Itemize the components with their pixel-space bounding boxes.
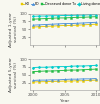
Legend: HD, PD, Deceased donor Tx, Living donor Tx: HD, PD, Deceased donor Tx, Living donor …	[20, 2, 100, 7]
Y-axis label: Adjusted 5-year
survival (%): Adjusted 5-year survival (%)	[9, 57, 18, 92]
Y-axis label: Adjusted 1-year
survival (%): Adjusted 1-year survival (%)	[9, 12, 18, 47]
X-axis label: Year: Year	[60, 99, 69, 103]
